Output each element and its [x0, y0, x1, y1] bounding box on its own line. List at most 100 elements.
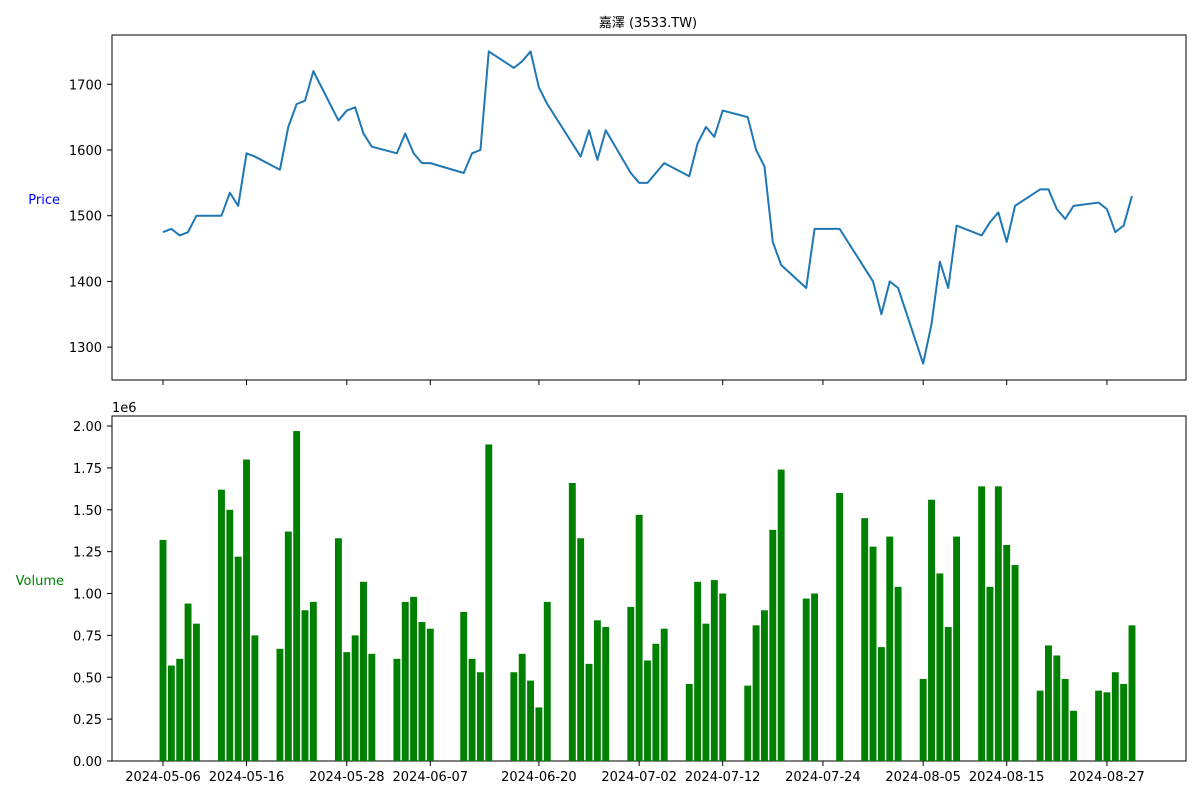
volume-y-tick-label: 0.00: [73, 755, 102, 770]
volume-bar: [1095, 690, 1103, 761]
volume-bar: [1045, 645, 1052, 761]
volume-bar: [410, 596, 418, 761]
volume-bar: [360, 581, 367, 761]
volume-bar: [777, 469, 785, 761]
volume-bar: [869, 546, 877, 761]
x-tick-label: 2024-08-05: [885, 770, 961, 785]
x-tick-label: 2024-05-16: [209, 770, 285, 785]
volume-bar: [978, 486, 986, 761]
price-y-tick-label: 1400: [69, 275, 102, 290]
x-tick-label: 2024-07-02: [601, 770, 677, 785]
volume-y-tick-label: 1.50: [73, 504, 102, 519]
volume-bar: [652, 643, 660, 761]
volume-bar: [393, 658, 401, 761]
volume-bar: [192, 623, 200, 761]
volume-bar: [994, 486, 1002, 761]
volume-bar: [986, 586, 994, 761]
volume-x-ticks: 2024-05-06 2024-05-16 2024-05-28 2024-06-07…: [125, 761, 1145, 785]
volume-bar: [836, 493, 844, 761]
volume-bar: [627, 606, 635, 761]
volume-bar: [301, 610, 309, 761]
volume-bar: [418, 622, 426, 761]
volume-bar: [159, 539, 167, 761]
volume-bar: [953, 536, 961, 761]
volume-bar: [176, 658, 184, 761]
price-line: [162, 50, 1133, 365]
x-tick-label: 2024-08-27: [1069, 770, 1145, 785]
volume-bar: [368, 653, 376, 761]
x-tick-label: 2024-05-28: [309, 770, 385, 785]
volume-bar: [543, 601, 551, 761]
volume-bar: [660, 628, 668, 761]
price-x-ticks: [162, 380, 1108, 385]
volume-bar: [351, 635, 359, 761]
volume-bar: [585, 663, 593, 761]
volume-bar: [476, 672, 484, 761]
volume-bar: [226, 509, 234, 761]
volume-bar: [944, 627, 952, 761]
price-chart-title: 嘉澤 (3533.TW): [599, 16, 697, 31]
volume-y-tick-label: 0.25: [73, 713, 102, 728]
volume-panel: 0.00 0.25 0.50 0.75 1.00 1.25 1.50 1.75 2.00 202…: [16, 401, 1187, 785]
volume-bar: [401, 601, 409, 761]
volume-bar: [568, 482, 576, 761]
volume-bar: [1036, 690, 1044, 761]
volume-y-tick-label: 2.00: [73, 420, 102, 435]
volume-bar: [769, 529, 777, 761]
volume-bar: [702, 623, 710, 761]
volume-bar: [919, 678, 927, 761]
volume-bar: [1120, 683, 1128, 761]
volume-bar: [602, 627, 610, 761]
volume-bar: [644, 660, 651, 761]
volume-bar: [861, 518, 869, 761]
volume-bar: [744, 685, 752, 761]
volume-bar: [1070, 710, 1077, 761]
volume-y-tick-label: 0.50: [73, 671, 102, 686]
volume-bars: [159, 431, 1136, 761]
volume-bar: [928, 499, 935, 761]
volume-bar: [343, 652, 351, 761]
volume-bar: [1103, 692, 1111, 761]
volume-bar: [518, 653, 526, 761]
price-y-tick-label: 1500: [69, 210, 102, 225]
volume-bar: [293, 431, 301, 761]
price-y-tick-label: 1700: [69, 78, 102, 93]
volume-bar: [685, 683, 693, 761]
volume-bar: [635, 514, 643, 761]
volume-bar: [167, 665, 175, 761]
volume-bar: [184, 603, 192, 761]
x-tick-label: 2024-06-20: [501, 770, 577, 785]
x-tick-label: 2024-06-07: [393, 770, 469, 785]
volume-y-tick-label: 1.00: [73, 588, 102, 603]
volume-bar: [1111, 672, 1119, 761]
price-y-tick-label: 1300: [69, 341, 102, 356]
volume-bar: [1061, 678, 1069, 761]
volume-bar: [577, 538, 585, 761]
volume-bar: [527, 680, 534, 761]
volume-bar: [719, 593, 727, 761]
volume-bar: [811, 593, 819, 761]
volume-bar: [218, 489, 225, 761]
volume-bar: [694, 581, 702, 761]
volume-bar: [243, 459, 250, 761]
volume-bar: [426, 628, 434, 761]
volume-offset-label: 1e6: [112, 401, 137, 416]
volume-y-tick-label: 1.75: [73, 462, 102, 477]
volume-bar: [234, 556, 242, 761]
volume-bar: [1128, 625, 1136, 761]
price-y-tick-label: 1600: [69, 144, 102, 159]
volume-bar: [284, 531, 292, 761]
x-tick-label: 2024-07-12: [685, 770, 761, 785]
volume-bar: [593, 620, 601, 761]
volume-bar: [535, 707, 543, 761]
volume-bar: [251, 635, 259, 761]
x-tick-label: 2024-07-24: [785, 770, 861, 785]
volume-y-tick-label: 1.25: [73, 546, 102, 561]
volume-bar: [1003, 544, 1011, 761]
price-panel: 1300 1400 1500 1600 1700 Price: [28, 34, 1187, 385]
volume-bar: [334, 538, 342, 761]
price-plot-frame: [111, 34, 1187, 381]
volume-bar: [936, 573, 944, 761]
volume-y-tick-label: 0.75: [73, 629, 102, 644]
